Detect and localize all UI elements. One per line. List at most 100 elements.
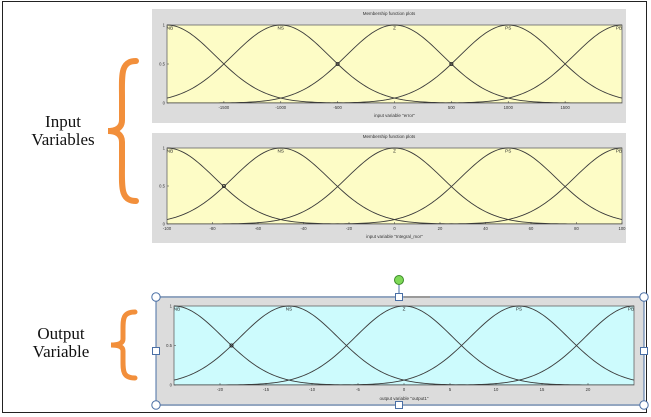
mf-label-pb: PB <box>616 149 622 154</box>
x-tick-label: -5 <box>356 387 360 392</box>
x-tick-label: 1000 <box>504 105 514 110</box>
mf-label-z: Z <box>393 26 396 31</box>
intersection-marker <box>229 343 234 348</box>
input-label-line1: Input <box>45 112 81 131</box>
y-tick-label: 1 <box>163 146 166 151</box>
x-tick-label: -15 <box>263 387 270 392</box>
x-axis-label: input variable "Integral_mor" <box>366 234 423 239</box>
x-tick-label: 500 <box>448 105 456 110</box>
x-tick-label: 40 <box>483 226 488 231</box>
x-axis-label: output variable "output1" <box>380 396 429 401</box>
x-tick-label: -1000 <box>275 105 286 110</box>
x-tick-label: 0 <box>393 105 396 110</box>
mf-curve-ps <box>174 305 634 385</box>
mf-label-pb: PB <box>628 307 634 312</box>
corner-handle-icon <box>639 292 649 302</box>
y-tick-label: 0 <box>170 383 173 388</box>
plot-title: Membership function plots <box>363 134 416 139</box>
x-tick-label: -1500 <box>219 105 230 110</box>
rotate-handle-icon <box>394 275 404 285</box>
intersection-marker <box>449 62 454 67</box>
x-tick-label: 10 <box>494 387 499 392</box>
x-tick-label: 0 <box>393 226 396 231</box>
y-tick-label: 0 <box>163 222 166 227</box>
plot-input-integral: Membership function plots input variable … <box>152 133 626 243</box>
figure-frame <box>2 1 647 413</box>
axes-area <box>166 24 623 104</box>
y-tick-label: 0.5 <box>166 343 172 348</box>
mf-label-ns: NS <box>278 26 284 31</box>
output-label-line2: Variable <box>32 342 90 361</box>
plot-input-error: Membership function plots input variable … <box>152 9 626 123</box>
plot-title: Membership function plots <box>363 11 416 16</box>
output-brace-icon <box>110 309 138 381</box>
corner-handle-icon <box>151 400 161 410</box>
side-handle-icon <box>395 401 403 409</box>
input-variables-label: Input Variables <box>24 113 102 149</box>
axes-area <box>173 305 635 386</box>
mf-label-z: Z <box>403 307 406 312</box>
mf-curve-z <box>167 147 622 224</box>
mf-curve-ps <box>167 147 622 224</box>
mf-label-ns: NS <box>278 149 284 154</box>
x-tick-label: 80 <box>574 226 579 231</box>
x-tick-label: -20 <box>217 387 224 392</box>
mf-curve-pb <box>174 305 634 385</box>
x-tick-label: -40 <box>300 226 307 231</box>
input-brace-icon <box>107 58 139 204</box>
mf-curve-z <box>174 305 634 385</box>
x-tick-label: -60 <box>255 226 262 231</box>
mf-label-nb: NB <box>167 149 173 154</box>
x-tick-label: -100 <box>163 226 172 231</box>
x-axis-label: input variable "error" <box>374 113 415 118</box>
x-tick-label: -10 <box>309 387 316 392</box>
side-handle-icon <box>152 347 160 355</box>
plot-output[interactable]: output variable "output1" -20 -15 -10 -5 0 5 10… <box>156 296 644 406</box>
x-tick-label: 20 <box>586 387 591 392</box>
plot-input-integral-svg: Membership function plots input variable … <box>152 133 626 243</box>
x-tick-label: 20 <box>438 226 443 231</box>
x-tick-label: 15 <box>540 387 545 392</box>
y-tick-label: 0 <box>163 101 166 106</box>
x-tick-label: -80 <box>209 226 216 231</box>
mf-label-ns: NS <box>286 307 292 312</box>
x-tick-label: -20 <box>346 226 353 231</box>
x-tick-label: -500 <box>333 105 342 110</box>
y-tick-label: 0.5 <box>159 184 165 189</box>
mf-label-ps: PS <box>516 307 522 312</box>
mf-curve-nb <box>167 24 622 103</box>
mf-curve-pb <box>167 24 622 103</box>
input-label-line2: Variables <box>31 130 95 149</box>
x-tick-label: 1500 <box>560 105 570 110</box>
mf-label-nb: NB <box>174 307 180 312</box>
mf-label-nb: NB <box>167 26 173 31</box>
selection-tab <box>404 296 430 298</box>
intersection-marker <box>221 184 226 189</box>
mf-curve-nb <box>174 305 634 385</box>
mf-label-ps: PS <box>505 26 511 31</box>
side-handle-icon <box>395 293 403 301</box>
corner-handle-icon <box>151 292 161 302</box>
output-label-line1: Output <box>37 324 85 343</box>
mf-curve-nb <box>167 147 622 224</box>
mf-curve-z <box>167 24 622 103</box>
intersection-marker <box>335 62 340 67</box>
y-tick-label: 0.5 <box>159 62 165 67</box>
side-handle-icon <box>640 347 648 355</box>
selection-border <box>155 296 645 406</box>
x-tick-label: 5 <box>449 387 452 392</box>
corner-handle-icon <box>639 400 649 410</box>
mf-curve-ps <box>167 24 622 103</box>
y-tick-label: 1 <box>170 304 173 309</box>
x-tick-label: 100 <box>619 226 627 231</box>
output-variable-label: Output Variable <box>20 325 102 361</box>
plot-input-error-svg: Membership function plots input variable … <box>152 9 626 123</box>
x-tick-label: 0 <box>403 387 406 392</box>
plot-output-svg: output variable "output1"-20 -15 -10 -5 0 5 10… <box>156 296 644 406</box>
x-tick-label: 60 <box>529 226 534 231</box>
mf-label-z: Z <box>393 149 396 154</box>
y-tick-label: 1 <box>163 23 166 28</box>
mf-label-ps: PS <box>505 149 511 154</box>
mf-curve-pb <box>167 147 622 224</box>
